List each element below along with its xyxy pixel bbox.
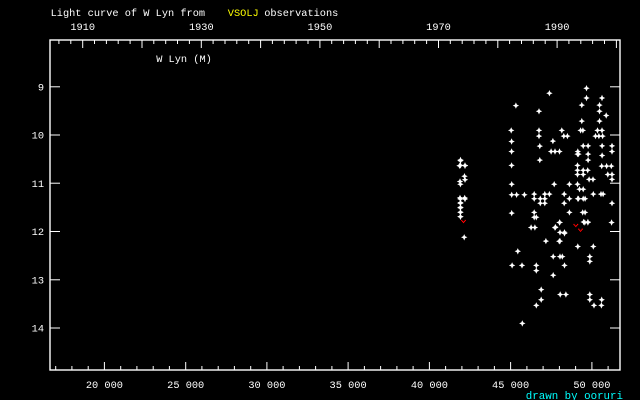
svg-text:45 000: 45 000 [492, 380, 529, 392]
svg-text:W Lyn (M): W Lyn (M) [156, 54, 212, 66]
svg-text:13: 13 [32, 276, 44, 288]
svg-text:1910: 1910 [70, 22, 95, 34]
svg-text:9: 9 [38, 83, 44, 95]
svg-text:20 000: 20 000 [86, 380, 123, 392]
svg-text:VSOLJ: VSOLJ [228, 8, 259, 20]
svg-text:25 000: 25 000 [167, 380, 204, 392]
svg-text:11: 11 [32, 179, 44, 191]
svg-text:Light curve of W Lyn from: Light curve of W Lyn from [51, 8, 205, 20]
svg-text:observations: observations [264, 8, 338, 20]
svg-text:40 000: 40 000 [411, 380, 448, 392]
svg-text:1930: 1930 [189, 22, 214, 34]
svg-text:35 000: 35 000 [330, 380, 367, 392]
svg-text:1950: 1950 [308, 22, 333, 34]
svg-text:10: 10 [32, 131, 44, 143]
svg-text:12: 12 [32, 227, 44, 239]
svg-text:30 000: 30 000 [248, 380, 285, 392]
svg-text:14: 14 [32, 324, 44, 336]
svg-text:1990: 1990 [545, 22, 570, 34]
svg-text:drawn by ooruri: drawn by ooruri [526, 391, 623, 400]
svg-text:1970: 1970 [426, 22, 451, 34]
